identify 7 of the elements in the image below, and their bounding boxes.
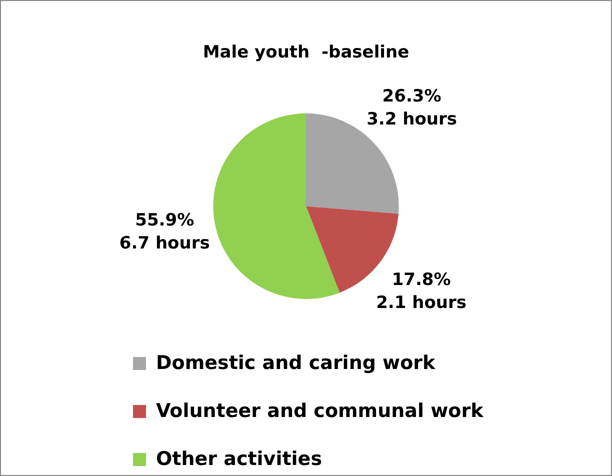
data-label: 55.9% 6.7 hours: [119, 210, 210, 254]
data-label: 17.8% 2.1 hours: [376, 270, 467, 314]
legend-label: Volunteer and communal work: [156, 400, 484, 422]
chart-title: Male youth -baseline: [202, 42, 410, 63]
data-label: 26.3% 3.2 hours: [366, 86, 457, 130]
legend-label: Domestic and caring work: [156, 352, 436, 374]
legend-label: Other activities: [156, 448, 322, 470]
